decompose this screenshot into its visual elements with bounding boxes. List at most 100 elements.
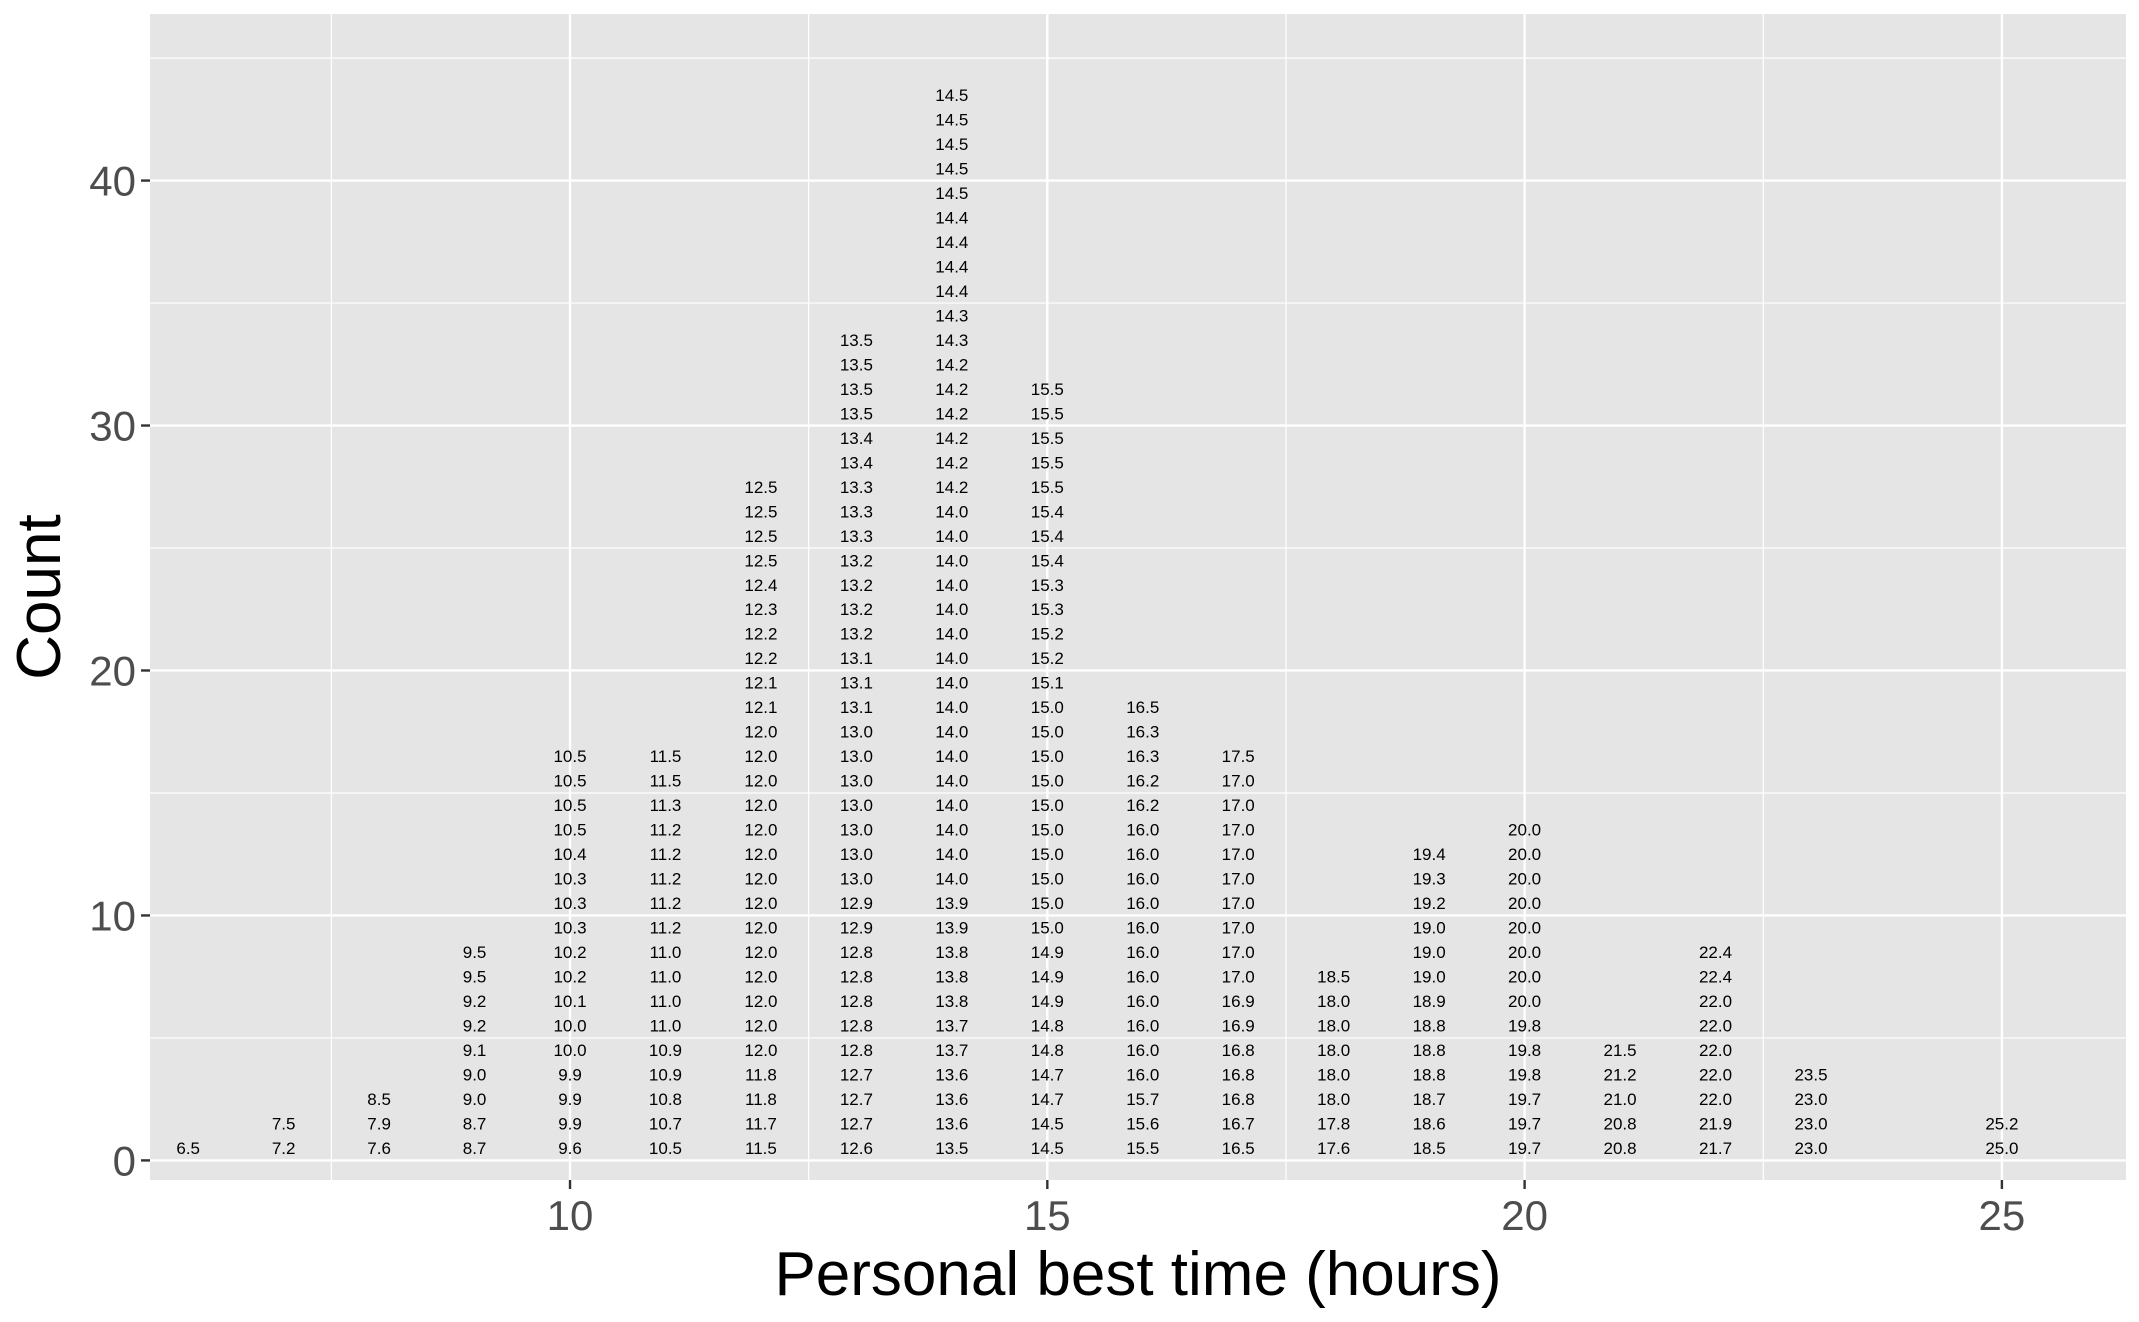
data-point-label: 14.0 (935, 625, 968, 644)
data-point-label: 10.5 (553, 747, 586, 766)
data-point-label: 20.0 (1508, 894, 1541, 913)
data-point-label: 9.1 (463, 1041, 487, 1060)
data-point-label: 11.5 (650, 772, 682, 791)
data-point-label: 8.7 (463, 1139, 487, 1158)
data-point-label: 15.7 (1126, 1090, 1159, 1109)
data-point-label: 12.1 (744, 698, 777, 717)
data-point-label: 11.5 (745, 1139, 777, 1158)
data-point-label: 12.0 (744, 894, 777, 913)
data-point-label: 17.5 (1222, 747, 1255, 766)
data-point-label: 19.8 (1508, 1041, 1541, 1060)
data-point-label: 16.8 (1222, 1090, 1255, 1109)
data-point-label: 15.0 (1031, 747, 1064, 766)
data-point-label: 13.3 (840, 527, 873, 546)
data-point-label: 12.9 (840, 894, 873, 913)
data-point-label: 14.0 (935, 772, 968, 791)
data-point-label: 16.5 (1126, 698, 1159, 717)
data-point-label: 15.4 (1031, 527, 1064, 546)
data-point-label: 14.0 (935, 723, 968, 742)
data-point-label: 17.0 (1222, 870, 1255, 889)
data-point-label: 14.9 (1031, 968, 1064, 987)
data-point-label: 13.3 (840, 478, 873, 497)
data-point-label: 22.0 (1699, 992, 1732, 1011)
data-point-label: 17.0 (1222, 894, 1255, 913)
data-point-label: 13.5 (840, 380, 873, 399)
data-point-label: 11.2 (650, 821, 682, 840)
data-point-label: 19.7 (1508, 1139, 1541, 1158)
data-point-label: 19.2 (1413, 894, 1446, 913)
data-point-label: 22.4 (1699, 968, 1732, 987)
data-point-label: 18.0 (1317, 1017, 1350, 1036)
data-point-label: 14.0 (935, 502, 968, 521)
data-point-label: 20.0 (1508, 845, 1541, 864)
data-point-label: 12.0 (744, 772, 777, 791)
data-point-label: 9.2 (463, 1017, 487, 1036)
data-point-label: 21.9 (1699, 1115, 1732, 1134)
data-point-label: 14.4 (935, 257, 968, 276)
data-point-label: 17.0 (1222, 796, 1255, 815)
data-point-label: 14.5 (935, 86, 968, 105)
data-point-label: 14.4 (935, 233, 968, 252)
data-point-label: 12.5 (744, 527, 777, 546)
data-point-label: 7.6 (367, 1139, 391, 1158)
data-point-label: 9.9 (558, 1090, 582, 1109)
data-point-label: 12.0 (744, 919, 777, 938)
data-point-label: 13.2 (840, 625, 873, 644)
data-point-label: 20.8 (1604, 1115, 1637, 1134)
data-point-label: 14.5 (935, 159, 968, 178)
data-point-label: 16.3 (1126, 723, 1159, 742)
data-point-label: 10.1 (553, 992, 586, 1011)
data-point-label: 22.0 (1699, 1090, 1732, 1109)
data-point-label: 9.2 (463, 992, 487, 1011)
data-point-label: 10.0 (553, 1041, 586, 1060)
data-point-label: 7.9 (367, 1115, 391, 1134)
data-point-label: 19.0 (1413, 919, 1446, 938)
data-point-label: 13.0 (840, 723, 873, 742)
data-point-label: 12.0 (744, 845, 777, 864)
data-point-label: 15.0 (1031, 698, 1064, 717)
data-point-label: 14.0 (935, 845, 968, 864)
data-point-label: 15.0 (1031, 919, 1064, 938)
data-point-label: 20.0 (1508, 870, 1541, 889)
data-point-label: 12.0 (744, 1017, 777, 1036)
data-point-label: 10.3 (553, 894, 586, 913)
data-point-label: 22.0 (1699, 1041, 1732, 1060)
data-point-label: 16.9 (1222, 992, 1255, 1011)
data-point-label: 13.6 (935, 1090, 968, 1109)
data-point-label: 10.5 (553, 772, 586, 791)
data-point-label: 15.3 (1031, 600, 1064, 619)
data-point-label: 16.0 (1126, 870, 1159, 889)
data-point-label: 9.0 (463, 1090, 487, 1109)
data-point-label: 17.0 (1222, 943, 1255, 962)
data-point-label: 13.0 (840, 772, 873, 791)
data-point-label: 13.3 (840, 502, 873, 521)
data-point-label: 15.1 (1031, 674, 1064, 693)
data-point-label: 18.5 (1317, 968, 1350, 987)
data-point-label: 16.0 (1126, 821, 1159, 840)
data-point-label: 10.9 (649, 1066, 682, 1085)
data-point-label: 20.0 (1508, 943, 1541, 962)
data-point-label: 15.5 (1126, 1139, 1159, 1158)
data-point-label: 15.0 (1031, 796, 1064, 815)
data-point-label: 16.0 (1126, 1041, 1159, 1060)
data-point-label: 14.2 (935, 429, 968, 448)
data-point-label: 11.2 (650, 845, 682, 864)
data-point-label: 15.5 (1031, 478, 1064, 497)
data-point-label: 23.0 (1794, 1115, 1827, 1134)
data-point-label: 13.1 (840, 698, 873, 717)
data-point-label: 9.5 (463, 968, 487, 987)
data-point-label: 17.0 (1222, 845, 1255, 864)
data-point-label: 17.0 (1222, 821, 1255, 840)
data-point-label: 12.8 (840, 992, 873, 1011)
data-point-label: 10.5 (553, 796, 586, 815)
data-point-label: 18.8 (1413, 1017, 1446, 1036)
data-point-label: 14.0 (935, 576, 968, 595)
data-point-label: 14.4 (935, 208, 968, 227)
data-point-label: 14.0 (935, 698, 968, 717)
data-point-label: 15.5 (1031, 429, 1064, 448)
data-point-label: 14.4 (935, 282, 968, 301)
y-tick-label: 0 (113, 1137, 136, 1184)
data-point-label: 13.7 (935, 1017, 968, 1036)
data-point-label: 17.0 (1222, 772, 1255, 791)
data-point-label: 18.9 (1413, 992, 1446, 1011)
